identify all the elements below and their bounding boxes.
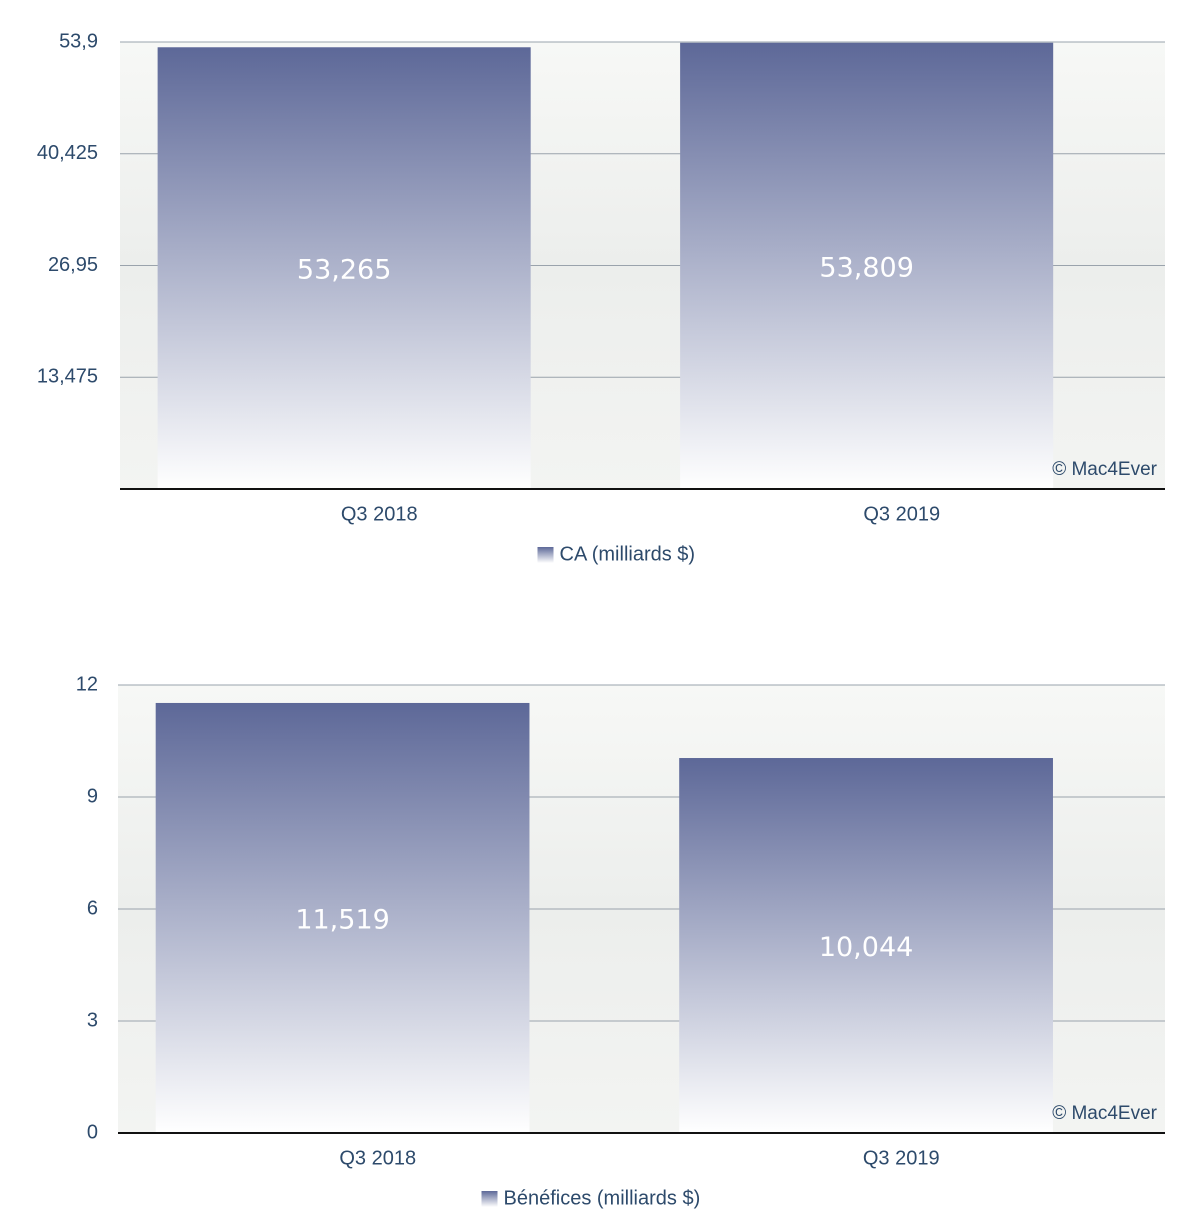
annotation: © Mac4Ever — [1052, 1103, 1157, 1124]
x-tick-label: Q3 2018 — [339, 1147, 416, 1169]
x-tick-label: Q3 2018 — [341, 503, 418, 525]
y-tick-label: 12 — [76, 673, 98, 695]
value-label: 10,044 — [819, 932, 913, 963]
y-tick-label: 6 — [87, 897, 98, 919]
legend-swatch — [481, 1191, 498, 1207]
annotation: © Mac4Ever — [1052, 459, 1157, 480]
y-tick-label: 13,475 — [37, 366, 98, 388]
y-tick-label: 53,9 — [59, 30, 98, 52]
y-tick-label: 0 — [87, 1121, 98, 1143]
y-tick-label: 40,425 — [37, 142, 98, 164]
y-tick-label: 9 — [87, 785, 98, 807]
value-label: 53,809 — [819, 252, 913, 283]
value-label: 53,265 — [297, 255, 391, 286]
bar — [679, 758, 1053, 1133]
x-tick-label: Q3 2019 — [863, 503, 940, 525]
y-tick-label: 3 — [87, 1009, 98, 1031]
bar — [680, 42, 1054, 490]
legend-label: CA (milliards $) — [560, 543, 696, 565]
x-tick-label: Q3 2019 — [863, 1147, 940, 1169]
legend-label: Bénéfices (milliards $) — [504, 1187, 701, 1209]
y-tick-label: 26,95 — [48, 254, 98, 276]
value-label: 11,519 — [295, 904, 389, 935]
bar — [155, 702, 530, 1133]
legend-swatch — [537, 547, 554, 563]
bar — [157, 47, 531, 489]
